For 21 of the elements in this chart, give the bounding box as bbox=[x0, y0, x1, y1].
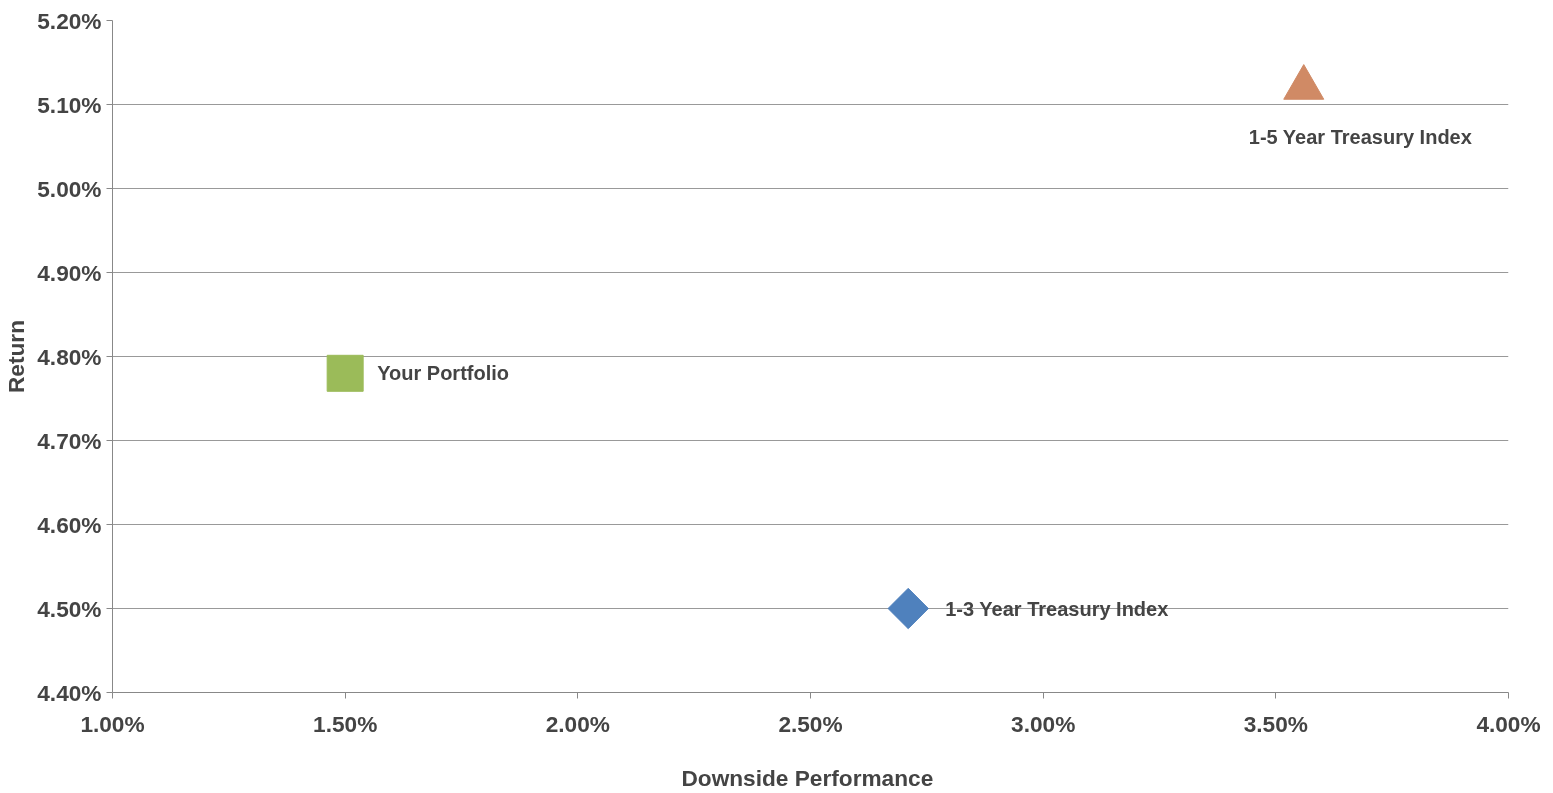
x-tick-label: 3.00% bbox=[1011, 710, 1076, 737]
y-tick-label: 5.10% bbox=[37, 91, 102, 118]
y-axis-title: Return bbox=[3, 319, 30, 393]
x-tick-label: 1.50% bbox=[313, 710, 378, 737]
y-tick-label: 4.90% bbox=[37, 259, 102, 286]
y-tick-label: 4.50% bbox=[37, 595, 102, 622]
x-tick-label: 4.00% bbox=[1476, 710, 1541, 737]
series-label: 1-3 Year Treasury Index bbox=[945, 597, 1169, 620]
y-tick-label: 4.70% bbox=[37, 427, 102, 454]
y-tick-label: 4.60% bbox=[37, 511, 102, 538]
text: 1-5 Year Treasury Index bbox=[1248, 125, 1472, 148]
x-tick-label: 3.50% bbox=[1243, 710, 1308, 737]
series-label: Your Portfolio bbox=[377, 362, 510, 385]
x-tick-label: 2.50% bbox=[778, 710, 843, 737]
x-tick-label: 1.00% bbox=[80, 710, 145, 737]
y-tick-label: 5.00% bbox=[37, 175, 102, 202]
y-tick-label: 4.40% bbox=[37, 679, 102, 706]
y-tick-label: 5.20% bbox=[37, 7, 102, 34]
x-tick-label: 2.00% bbox=[545, 710, 610, 737]
y-tick-label: 4.80% bbox=[37, 343, 102, 370]
x-axis-title: Downside Performance bbox=[681, 764, 934, 791]
